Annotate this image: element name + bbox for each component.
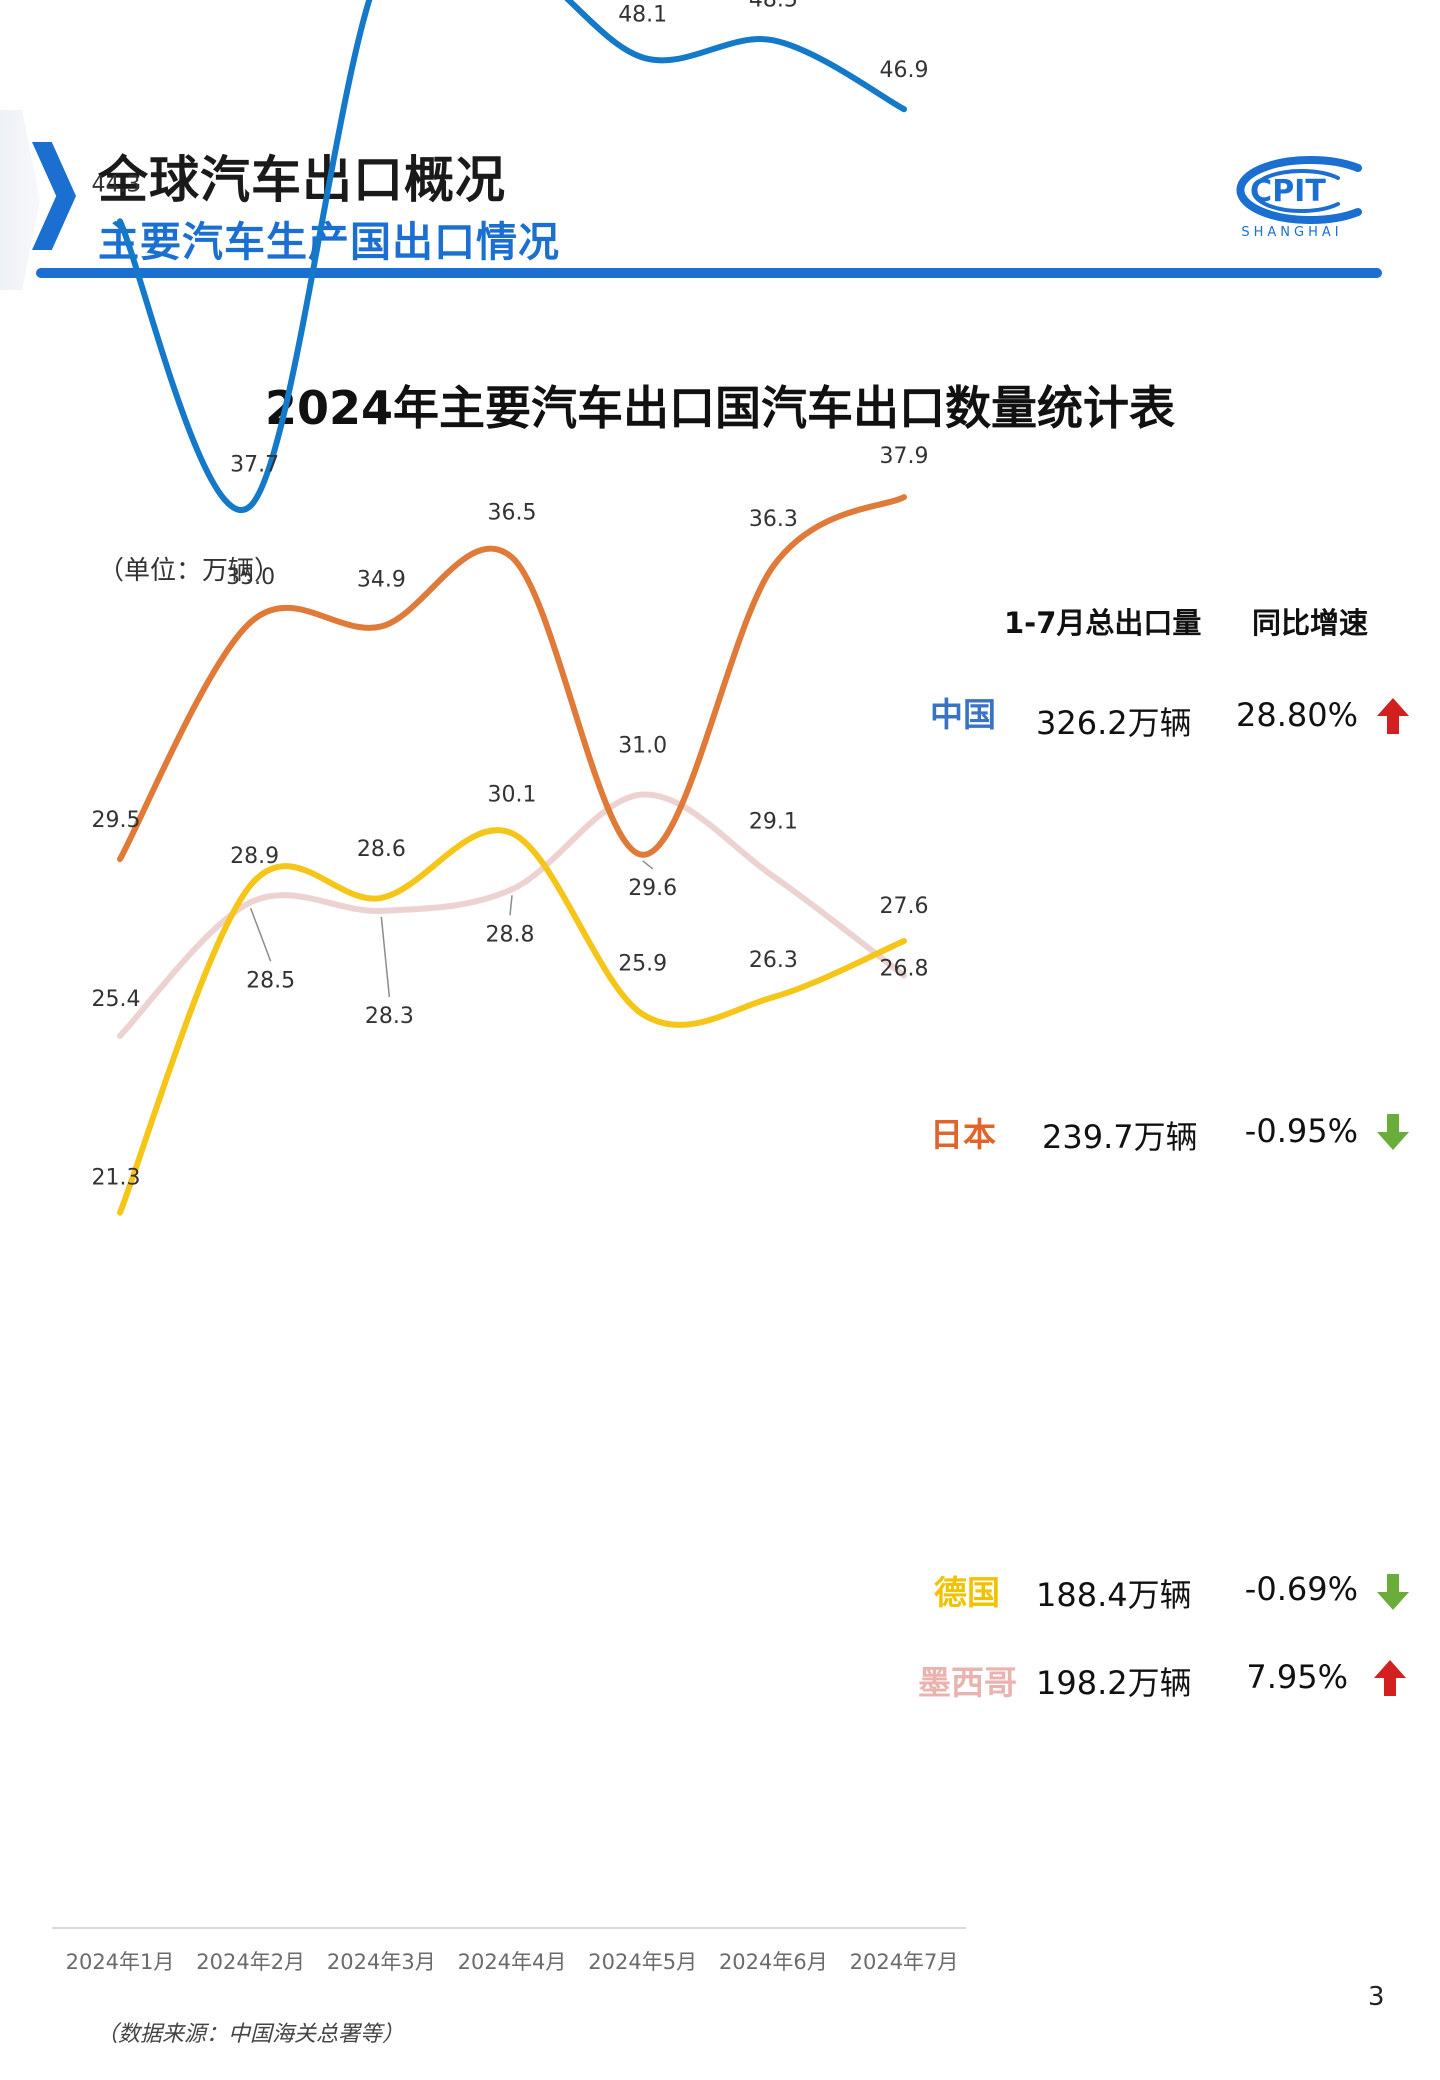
x-tick-label: 2024年3月 <box>327 1950 436 1974</box>
page-subtitle: 主要汽车生产国出口情况 <box>98 218 560 266</box>
x-tick-label: 2024年4月 <box>458 1950 567 1974</box>
data-label-japan: 36.3 <box>749 507 798 532</box>
chart-series-lines <box>117 0 907 1216</box>
growth-value: 7.95% <box>1246 1658 1348 1696</box>
green-down-arrow-icon <box>1377 1114 1409 1150</box>
data-label-germany: 21.3 <box>92 1166 141 1191</box>
data-label-japan: 36.5 <box>488 500 537 525</box>
data-label-germany: 28.6 <box>357 837 406 862</box>
data-label-germany: 30.1 <box>488 782 537 807</box>
logo-subtext: SHANGHAI <box>1241 225 1342 240</box>
data-label-mexico: 28.3 <box>365 1004 414 1029</box>
data-source-note: （数据来源：中国海关总署等） <box>96 2022 405 2047</box>
data-label-japan: 34.9 <box>357 567 406 592</box>
series-line-germany <box>117 827 907 1216</box>
label-leader-lines <box>249 860 654 997</box>
data-label-japan: 35.0 <box>226 565 275 590</box>
legend-label-mexico: 墨西哥 <box>918 1663 1017 1702</box>
header-divider <box>36 268 1382 278</box>
growth-value: 28.80% <box>1235 696 1358 734</box>
legend-label-china: 中国 <box>930 695 996 734</box>
growth-value: -0.69% <box>1244 1570 1358 1608</box>
leader-line <box>509 895 513 916</box>
chart-unit-label: （单位：万辆） <box>98 556 281 586</box>
data-label-japan: 37.9 <box>880 444 929 469</box>
table-header-total: 1-7月总出口量 <box>1004 606 1202 640</box>
growth-value: -0.95% <box>1244 1112 1358 1150</box>
data-label-china: 48.5 <box>749 0 798 12</box>
red-up-arrow-icon <box>1374 1660 1406 1696</box>
data-label-germany: 25.9 <box>618 951 667 976</box>
x-axis: 2024年1月 2024年2月 2024年3月 2024年4月 2024年5月 2024年… <box>52 1927 966 1974</box>
series-line-japan <box>117 494 907 863</box>
total-value: 326.2万辆 <box>1036 704 1192 742</box>
total-value: 188.4万辆 <box>1036 1576 1192 1614</box>
data-label-japan: 29.5 <box>92 808 141 833</box>
table-row-germany: 德国 188.4万辆 -0.69% <box>0 1566 1440 1626</box>
red-up-arrow-icon <box>1377 698 1409 734</box>
cpit-logo: CPIT SHANGHAI <box>1236 156 1362 240</box>
table-header-growth: 同比增速 <box>1252 606 1369 640</box>
table-row-japan: 日本 239.7万辆 -0.95% <box>0 1108 1440 1168</box>
leader-line <box>642 860 654 870</box>
data-label-china: 44.3 <box>92 172 141 197</box>
data-label-germany: 28.9 <box>230 844 279 869</box>
data-label-mexico: 29.1 <box>749 809 798 834</box>
series-line-china <box>117 0 907 513</box>
x-tick-label: 2024年5月 <box>588 1950 697 1974</box>
x-tick-label: 2024年2月 <box>196 1950 305 1974</box>
logo-text: CPIT <box>1250 174 1326 209</box>
logo-mark: CPIT <box>1236 156 1362 224</box>
leader-line <box>249 907 272 962</box>
chart-title: 2024年主要汽车出口国汽车出口数量统计表 <box>264 381 1176 435</box>
series-line-mexico <box>117 791 907 1039</box>
leader-line <box>380 916 391 997</box>
data-label-mexico: 31.0 <box>618 734 667 759</box>
legend-label-germany: 德国 <box>934 1573 1000 1612</box>
data-label-germany: 26.3 <box>749 948 798 973</box>
data-label-mexico: 28.5 <box>246 968 295 993</box>
green-down-arrow-icon <box>1377 1574 1409 1610</box>
data-label-japan: 29.6 <box>628 876 677 901</box>
data-label-china: 46.9 <box>880 58 929 83</box>
total-value: 239.7万辆 <box>1042 1118 1198 1156</box>
x-tick-label: 2024年1月 <box>66 1950 175 1974</box>
page-title: 全球汽车出口概况 <box>98 151 506 209</box>
x-tick-label: 2024年7月 <box>850 1950 959 1974</box>
data-label-china: 48.1 <box>618 2 667 27</box>
total-value: 198.2万辆 <box>1036 1664 1192 1702</box>
table-row-china: 中国 326.2万辆 28.80% <box>0 688 1440 748</box>
data-label-mexico: 28.8 <box>486 922 535 947</box>
data-label-china: 37.7 <box>230 453 279 478</box>
table-row-mexico: 墨西哥 198.2万辆 7.95% <box>0 1656 1440 1716</box>
data-label-mexico: 26.8 <box>880 957 929 982</box>
legend-label-japan: 日本 <box>930 1115 996 1154</box>
page-number: 3 <box>1368 1982 1385 2012</box>
x-tick-label: 2024年6月 <box>719 1950 828 1974</box>
data-label-germany: 27.6 <box>880 894 929 919</box>
data-label-mexico: 25.4 <box>92 987 141 1012</box>
data-labels: 44.337.750.250.448.148.546.929.535.034.9… <box>92 0 929 1191</box>
